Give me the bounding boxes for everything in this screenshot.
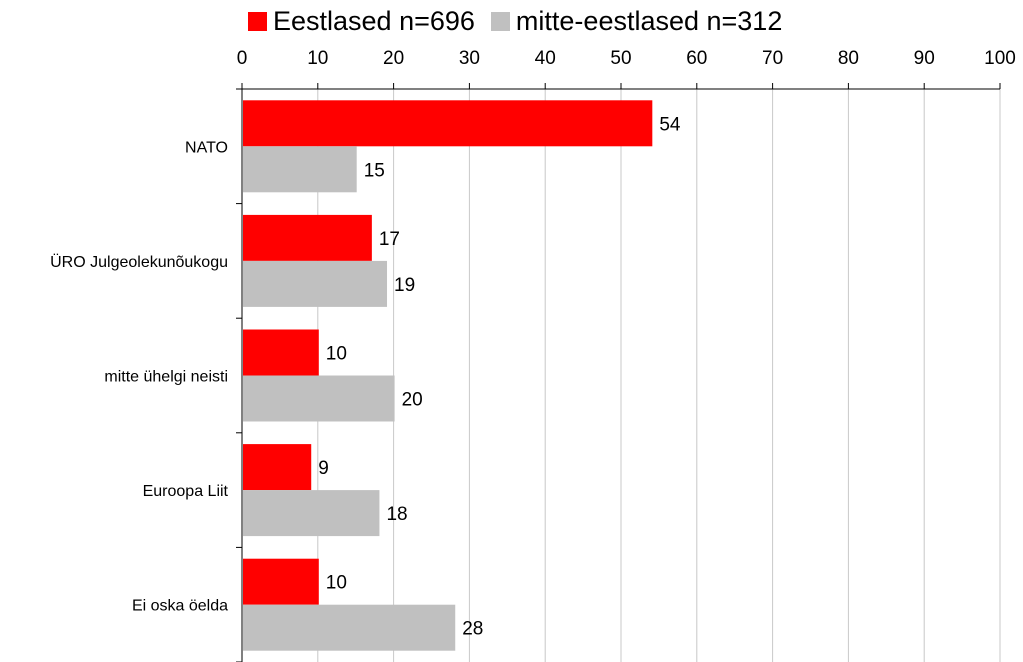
x-tick-label: 0 (237, 48, 248, 69)
bar (243, 329, 319, 376)
x-tick-label: 10 (307, 48, 328, 69)
x-tick-label: 90 (914, 48, 935, 69)
data-label: 9 (318, 458, 329, 479)
data-label: 17 (379, 229, 400, 250)
category-label: Ei oska öelda (132, 598, 228, 615)
bar (243, 490, 380, 537)
bar (243, 260, 388, 307)
x-tick-label: 40 (535, 48, 556, 69)
category-label: NATO (185, 139, 228, 156)
category-label: Euroopa Liit (143, 483, 229, 500)
data-label: 18 (386, 504, 407, 525)
data-label: 28 (462, 619, 483, 640)
data-label: 20 (402, 390, 423, 411)
bar (243, 100, 653, 147)
bar (243, 214, 372, 261)
x-tick-label: 70 (762, 48, 783, 69)
x-tick-label: 30 (459, 48, 480, 69)
legend-label-eestlased: Eestlased n=696 (273, 5, 475, 36)
bar (243, 375, 395, 422)
chart-legend: Eestlased n=696 mitte-eestlased n=312 (248, 4, 798, 38)
legend-label-mitte-eestlased: mitte-eestlased n=312 (515, 5, 783, 36)
bar (243, 558, 319, 605)
legend-item-mitte-eestlased: mitte-eestlased n=312 (490, 5, 783, 37)
category-label: mitte ühelgi neisti (104, 369, 228, 386)
legend-item-eestlased: Eestlased n=696 (248, 6, 475, 37)
x-tick-label: 60 (686, 48, 707, 69)
data-label: 10 (326, 344, 347, 365)
data-label: 15 (364, 160, 385, 181)
x-tick-label: 100 (984, 48, 1016, 69)
data-label: 10 (326, 573, 347, 594)
data-label: 19 (394, 275, 415, 296)
bar (243, 146, 357, 193)
bar (243, 444, 312, 491)
legend-swatch-mitte-eestlased (490, 11, 510, 31)
bar (243, 604, 456, 651)
x-tick-label: 50 (610, 48, 631, 69)
x-tick-label: 80 (838, 48, 859, 69)
data-label: 54 (659, 114, 681, 135)
category-label: ÜRO Julgeolekunõukogu (50, 253, 228, 271)
legend-swatch-eestlased (248, 11, 267, 31)
x-tick-label: 20 (383, 48, 404, 69)
